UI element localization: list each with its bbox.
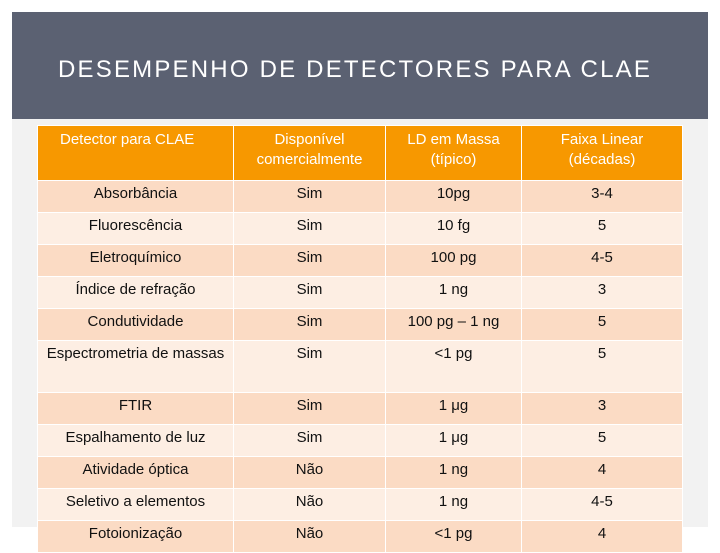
- table-row: Absorbância Sim 10pg 3-4: [37, 180, 683, 213]
- header-available: Disponível comercialmente: [233, 125, 386, 181]
- cell-linear-range: 5: [521, 424, 683, 457]
- cell-detector: Espalhamento de luz: [37, 424, 234, 457]
- cell-linear-range: 4-5: [521, 488, 683, 521]
- cell-detector: Fotoionização: [37, 520, 234, 553]
- detector-table: Detector para CLAE Disponível comercialm…: [37, 125, 683, 553]
- cell-available: Sim: [233, 392, 386, 425]
- cell-detector: Absorbância: [37, 180, 234, 213]
- cell-detection-limit: 1 μg: [385, 424, 522, 457]
- cell-detector: Índice de refração: [37, 276, 234, 309]
- cell-available: Sim: [233, 340, 386, 393]
- table-row: Fotoionização Não <1 pg 4: [37, 520, 683, 553]
- cell-detection-limit: 10 fg: [385, 212, 522, 245]
- header-detection-limit: LD em Massa (típico): [385, 125, 522, 181]
- title-bar: DESEMPENHO DE DETECTORES PARA CLAE: [12, 12, 708, 119]
- cell-linear-range: 4: [521, 456, 683, 489]
- cell-detection-limit: <1 pg: [385, 340, 522, 393]
- cell-detector: FTIR: [37, 392, 234, 425]
- cell-linear-range: 5: [521, 212, 683, 245]
- cell-available: Sim: [233, 308, 386, 341]
- cell-available: Não: [233, 520, 386, 553]
- cell-detection-limit: 10pg: [385, 180, 522, 213]
- cell-detector: Fluorescência: [37, 212, 234, 245]
- table-row: Espectrometria de massas Sim <1 pg 5: [37, 340, 683, 393]
- cell-linear-range: 5: [521, 308, 683, 341]
- cell-available: Sim: [233, 424, 386, 457]
- cell-linear-range: 4-5: [521, 244, 683, 277]
- table-row: FTIR Sim 1 μg 3: [37, 392, 683, 425]
- header-detector: Detector para CLAE: [37, 125, 234, 181]
- cell-available: Sim: [233, 212, 386, 245]
- cell-detector: Espectrometria de massas: [37, 340, 234, 393]
- cell-available: Sim: [233, 180, 386, 213]
- cell-available: Não: [233, 488, 386, 521]
- table-row: Fluorescência Sim 10 fg 5: [37, 212, 683, 245]
- cell-linear-range: 5: [521, 340, 683, 393]
- cell-detector: Eletroquímico: [37, 244, 234, 277]
- cell-detection-limit: 1 ng: [385, 456, 522, 489]
- cell-detection-limit: 1 ng: [385, 276, 522, 309]
- table-header-row: Detector para CLAE Disponível comercialm…: [37, 125, 683, 181]
- cell-detection-limit: <1 pg: [385, 520, 522, 553]
- slide-title: DESEMPENHO DE DETECTORES PARA CLAE: [58, 56, 653, 83]
- cell-detector: Atividade óptica: [37, 456, 234, 489]
- header-linear-range: Faixa Linear (décadas): [521, 125, 683, 181]
- cell-available: Não: [233, 456, 386, 489]
- table-row: Eletroquímico Sim 100 pg 4-5: [37, 244, 683, 277]
- table-row: Seletivo a elementos Não 1 ng 4-5: [37, 488, 683, 521]
- table-row: Atividade óptica Não 1 ng 4: [37, 456, 683, 489]
- cell-detector: Condutividade: [37, 308, 234, 341]
- cell-linear-range: 3: [521, 392, 683, 425]
- cell-available: Sim: [233, 276, 386, 309]
- cell-linear-range: 3-4: [521, 180, 683, 213]
- table-row: Espalhamento de luz Sim 1 μg 5: [37, 424, 683, 457]
- cell-detector: Seletivo a elementos: [37, 488, 234, 521]
- cell-detection-limit: 1 μg: [385, 392, 522, 425]
- cell-detection-limit: 100 pg – 1 ng: [385, 308, 522, 341]
- table-row: Condutividade Sim 100 pg – 1 ng 5: [37, 308, 683, 341]
- cell-detection-limit: 1 ng: [385, 488, 522, 521]
- cell-detection-limit: 100 pg: [385, 244, 522, 277]
- cell-linear-range: 4: [521, 520, 683, 553]
- cell-linear-range: 3: [521, 276, 683, 309]
- cell-available: Sim: [233, 244, 386, 277]
- table-row: Índice de refração Sim 1 ng 3: [37, 276, 683, 309]
